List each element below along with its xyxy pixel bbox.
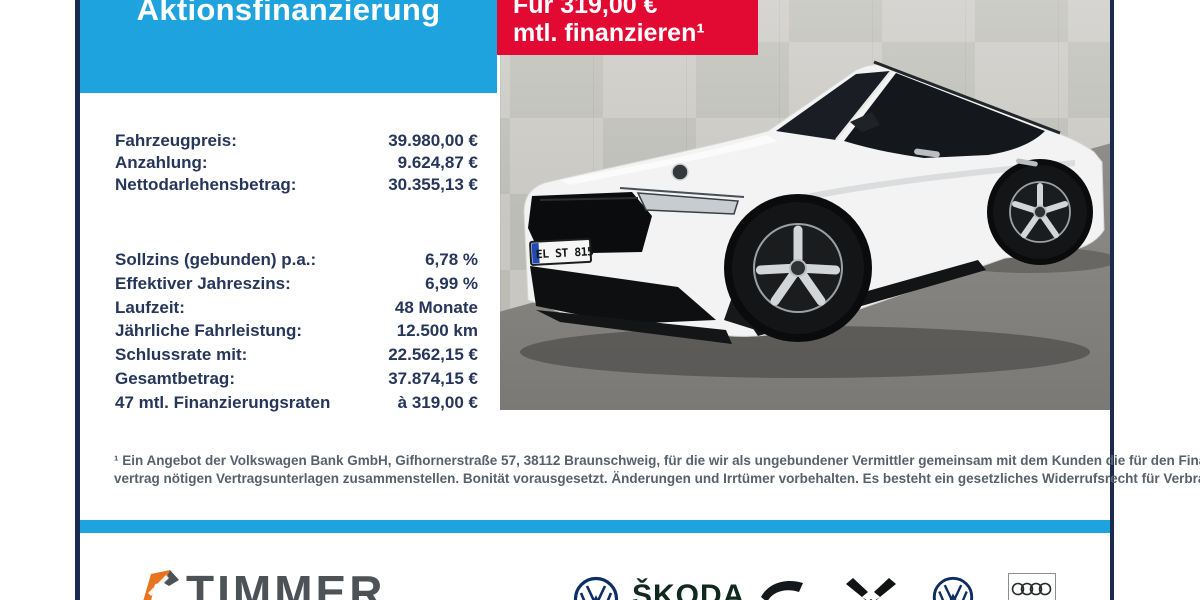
campaign-title: Aktionsfinanzierung [136,0,441,27]
dealer-logo: TIMMER [140,569,385,600]
table-row: Fahrzeugpreis: 39.980,00 € [115,130,478,152]
row-label: Fahrzeugpreis: [115,131,237,150]
fineprint-line-2: vertrag nötigen Vertragsunterlagen zusam… [114,471,1200,486]
row-label: Nettodarlehensbetrag: [115,175,297,194]
right-frame-border [1110,0,1114,600]
side-mirror [850,112,880,132]
table-row: Laufzeit: 48 Monate [115,296,478,320]
table-row: Gesamtbetrag: 37.874,15 € [115,367,478,391]
row-value: 6,99 % [425,273,478,293]
row-label: Schlussrate mit: [115,345,248,365]
skoda-wordmark: ŠKODA [632,579,746,600]
financing-details-panel: Fahrzeugpreis: 39.980,00 € Anzahlung: 9.… [80,93,497,415]
headlight [636,192,739,215]
monthly-rate-badge: Für 319,00 € mtl. finanzieren¹ [497,0,758,55]
vehicle-photo: EL ST 815 [500,0,1110,410]
row-value: 48 Monate [394,297,478,317]
row-value: 12.500 km [396,321,478,341]
row-value: 39.980,00 € [388,131,478,150]
rate-finance-line: mtl. finanzieren¹ [513,19,705,47]
dealer-name: TIMMER [186,566,386,600]
table-row: Nettodarlehensbetrag: 30.355,13 € [115,174,478,196]
row-label: Sollzins (gebunden) p.a.: [115,250,317,269]
row-label: Gesamtbetrag: [115,368,235,388]
volkswagen-icon [573,576,619,600]
brand-badge [671,163,689,181]
audi-rings-icon [1011,582,1052,596]
row-label: Jährliche Fahrleistung: [115,321,303,341]
table-row: Effektiver Jahreszins: 6,99 % [115,272,478,296]
seat-icon [761,580,803,600]
table-row: Anzahlung: 9.624,87 € [115,152,478,174]
table-row: 47 mtl. Finanzierungsraten à 319,00 € [115,391,478,415]
table-row: Schlussrate mit: 22.562,15 € [115,343,478,367]
table-row: Jährliche Fahrleistung: 12.500 km [115,319,478,343]
row-value: 9.624,87 € [397,153,478,172]
row-value: 22.562,15 € [388,345,478,365]
campaign-banner: Aktionsfinanzierung [80,0,497,93]
svg-text:EL ST 815: EL ST 815 [535,244,594,261]
row-label: Anzahlung: [115,153,208,172]
fineprint-line-1: ¹ Ein Angebot der Volkswagen Bank GmbH, … [114,453,1200,468]
air-intake [530,266,716,324]
audi-logo-frame [1008,573,1056,600]
rear-wheel [987,159,1093,265]
row-value: 6,78 % [425,250,478,269]
row-label: 47 mtl. Finanzierungsraten [115,392,331,412]
pricing-table: Fahrzeugpreis: 39.980,00 € Anzahlung: 9.… [115,130,478,196]
rate-amount-line: Für 319,00 € [513,0,658,19]
front-wheel [724,194,872,342]
door-handle-front [914,148,940,158]
table-row: Sollzins (gebunden) p.a.: 6,78 % [115,248,478,272]
terms-table: Sollzins (gebunden) p.a.: 6,78 % Effekti… [115,248,478,415]
footer-divider-band [80,520,1110,533]
license-plate: EL ST 815 [529,237,594,266]
row-value: 30.355,13 € [388,175,478,194]
volkswagen-icon [932,576,974,600]
row-label: Effektiver Jahreszins: [115,273,291,293]
front-grille [528,192,652,254]
row-label: Laufzeit: [115,297,185,317]
legal-fineprint: ¹ Ein Angebot der Volkswagen Bank GmbH, … [114,452,1200,488]
cupra-icon [846,578,896,600]
row-value: à 319,00 € [397,392,478,412]
car-illustration: EL ST 815 [520,60,1110,378]
row-value: 37.874,15 € [388,368,478,388]
left-frame-border [75,0,80,600]
door-handle-rear [1016,158,1038,167]
dealer-logo-icon [143,570,179,600]
